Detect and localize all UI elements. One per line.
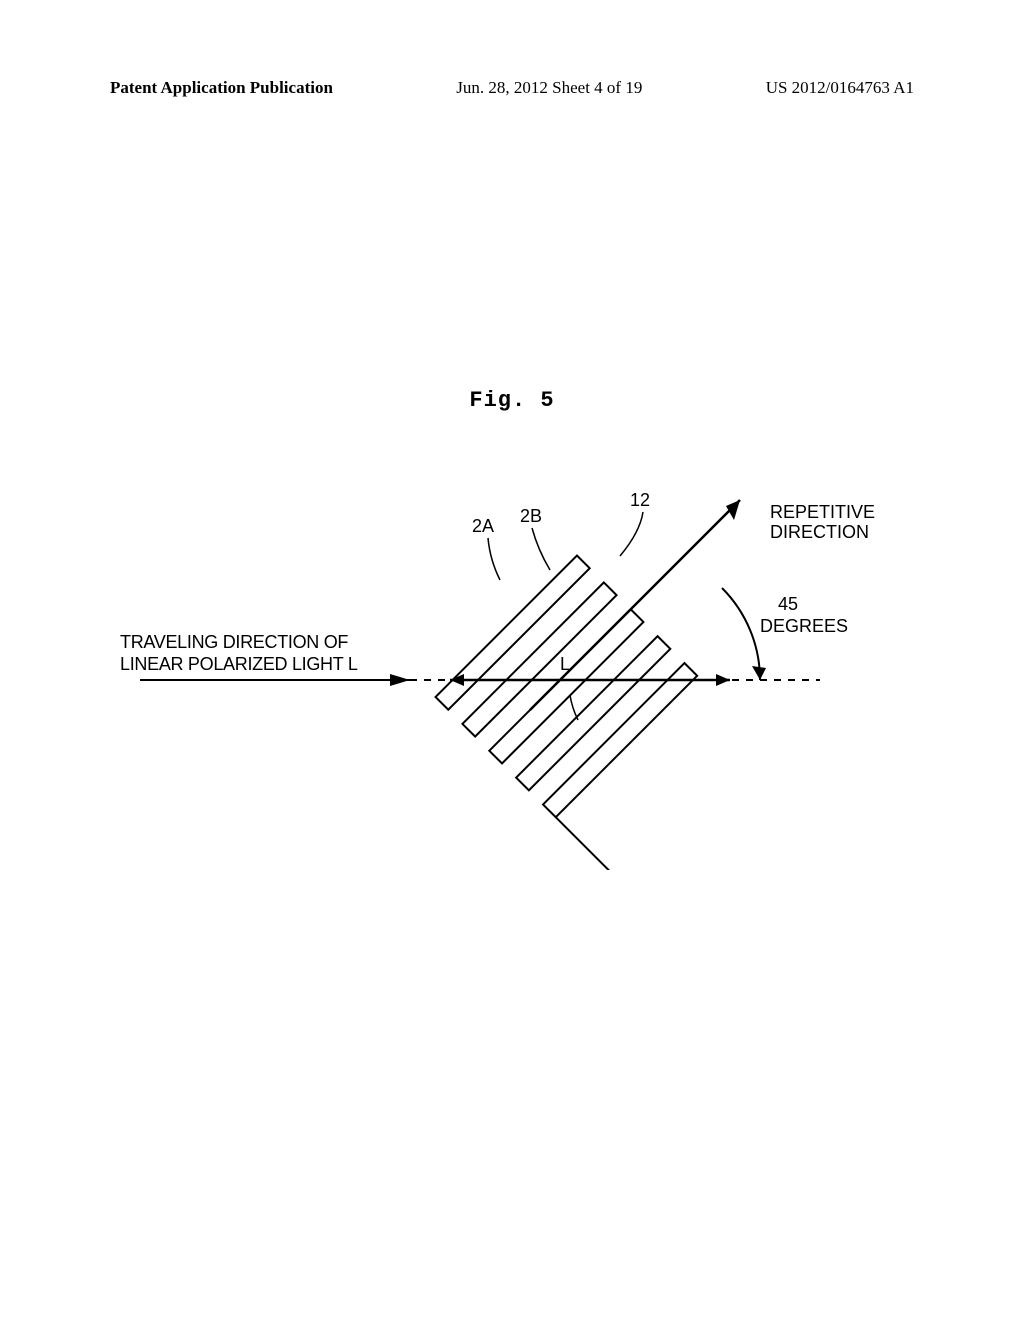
- leader-2a: [488, 538, 500, 580]
- label-traveling-1: TRAVELING DIRECTION OF: [120, 632, 348, 652]
- bars-group: [436, 556, 766, 870]
- page-header: Patent Application Publication Jun. 28, …: [0, 78, 1024, 98]
- repetitive-arrow-line: [530, 500, 740, 710]
- label-12: 12: [630, 490, 650, 510]
- label-repetitive-1: REPETITIVE: [770, 502, 875, 522]
- label-l: L: [560, 654, 570, 674]
- angle-arc: [722, 588, 760, 680]
- diagram-svg: TRAVELING DIRECTION OF LINEAR POLARIZED …: [100, 470, 924, 870]
- label-repetitive-2: DIRECTION: [770, 522, 869, 542]
- bar-4: [516, 636, 670, 790]
- extension-line: [556, 817, 624, 870]
- angle-arc-arrowhead: [752, 666, 766, 680]
- bar-3: [489, 609, 643, 763]
- publication-type: Patent Application Publication: [110, 78, 333, 98]
- repetitive-arrowhead: [726, 500, 740, 520]
- label-traveling-2: LINEAR POLARIZED LIGHT L: [120, 654, 358, 674]
- publication-number: US 2012/0164763 A1: [766, 78, 914, 98]
- label-angle-1: 45: [778, 594, 798, 614]
- leader-2b: [532, 528, 550, 570]
- label-2b: 2B: [520, 506, 542, 526]
- figure-diagram: TRAVELING DIRECTION OF LINEAR POLARIZED …: [100, 470, 924, 870]
- label-2a: 2A: [472, 516, 494, 536]
- label-angle-2: DEGREES: [760, 616, 848, 636]
- leader-12: [620, 512, 643, 556]
- leader-l: [570, 695, 578, 720]
- bar-1: [436, 556, 590, 710]
- date-sheet: Jun. 28, 2012 Sheet 4 of 19: [456, 78, 642, 98]
- l-arrowhead-right: [716, 674, 730, 686]
- traveling-arrowhead: [390, 674, 410, 686]
- bar-5: [543, 663, 697, 817]
- figure-label: Fig. 5: [0, 388, 1024, 413]
- bar-2: [462, 582, 616, 736]
